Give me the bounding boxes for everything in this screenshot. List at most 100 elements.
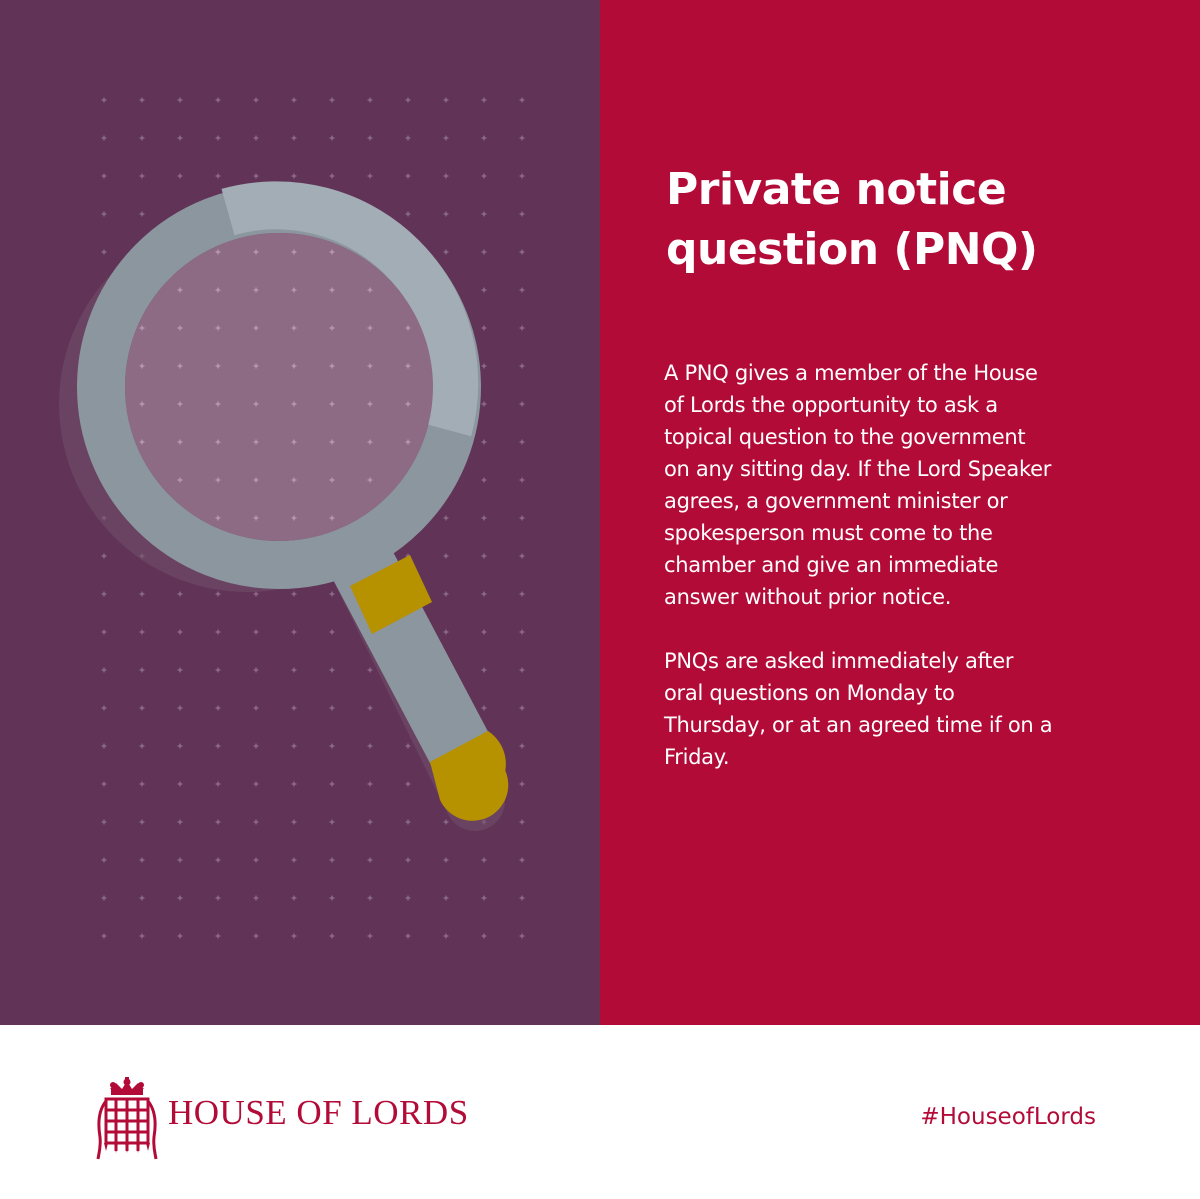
pattern-dot	[215, 591, 221, 597]
pattern-dot	[101, 629, 107, 635]
pattern-dot	[329, 819, 335, 825]
pattern-dot	[367, 781, 373, 787]
pattern-dot	[367, 97, 373, 103]
pattern-dot	[519, 363, 525, 369]
pattern-dot	[101, 781, 107, 787]
pattern-dot	[253, 97, 259, 103]
pattern-dot	[519, 705, 525, 711]
pattern-dot	[177, 743, 183, 749]
pattern-dot	[177, 97, 183, 103]
pattern-dot	[443, 211, 449, 217]
pattern-dot	[101, 249, 107, 255]
pattern-dot	[177, 173, 183, 179]
pattern-dot	[519, 629, 525, 635]
pattern-dot	[481, 211, 487, 217]
pattern-dot	[443, 249, 449, 255]
pattern-dot	[139, 819, 145, 825]
pattern-dot	[367, 135, 373, 141]
pattern-dot	[215, 97, 221, 103]
pattern-dot	[481, 591, 487, 597]
pattern-dot	[253, 933, 259, 939]
pattern-dot	[253, 667, 259, 673]
pattern-dot	[405, 933, 411, 939]
pattern-dot	[481, 857, 487, 863]
pattern-dot	[253, 173, 259, 179]
pattern-dot	[519, 515, 525, 521]
pattern-dot	[481, 325, 487, 331]
pattern-dot	[443, 857, 449, 863]
pattern-dot	[177, 819, 183, 825]
pattern-dot	[139, 895, 145, 901]
pattern-dot	[481, 401, 487, 407]
pattern-dot	[139, 591, 145, 597]
pattern-dot	[329, 933, 335, 939]
pattern-dot	[139, 857, 145, 863]
pattern-dot	[329, 629, 335, 635]
pattern-dot	[177, 705, 183, 711]
pattern-dot	[291, 705, 297, 711]
pattern-dot	[215, 667, 221, 673]
pattern-dot	[367, 667, 373, 673]
pattern-dot	[481, 895, 487, 901]
pattern-dot	[215, 629, 221, 635]
pattern-dot	[443, 173, 449, 179]
organisation-name: HOUSE OF LORDS	[168, 1091, 469, 1135]
pattern-dot	[519, 933, 525, 939]
pattern-dot	[519, 857, 525, 863]
pattern-dot	[291, 97, 297, 103]
pattern-dot	[177, 895, 183, 901]
pattern-dot	[519, 743, 525, 749]
pattern-dot	[519, 287, 525, 293]
pattern-dot	[519, 249, 525, 255]
pattern-dot	[177, 135, 183, 141]
pattern-dot	[519, 591, 525, 597]
pattern-dot	[101, 553, 107, 559]
pattern-dot	[481, 249, 487, 255]
pattern-dot	[101, 667, 107, 673]
pattern-dot	[101, 135, 107, 141]
pattern-dot	[177, 667, 183, 673]
pattern-dot	[519, 895, 525, 901]
pattern-dot	[405, 97, 411, 103]
pattern-dot	[329, 781, 335, 787]
pattern-dot	[367, 743, 373, 749]
pattern-dot	[519, 325, 525, 331]
pattern-dot	[367, 895, 373, 901]
pattern-dot	[367, 933, 373, 939]
pattern-dot	[177, 857, 183, 863]
pattern-dot	[443, 515, 449, 521]
pattern-dot	[139, 933, 145, 939]
pattern-dot	[519, 477, 525, 483]
pattern-dot	[329, 173, 335, 179]
pattern-dot	[101, 743, 107, 749]
pattern-dot	[481, 629, 487, 635]
pattern-dot	[443, 895, 449, 901]
magnifying-glass-illustration	[0, 0, 600, 1025]
pattern-dot	[177, 781, 183, 787]
portcullis-crown-icon	[96, 1077, 158, 1161]
pattern-dot	[443, 933, 449, 939]
pattern-dot	[519, 781, 525, 787]
pattern-dot	[177, 933, 183, 939]
pattern-dot	[291, 895, 297, 901]
pattern-dot	[291, 629, 297, 635]
pattern-dot	[329, 667, 335, 673]
pattern-dot	[215, 135, 221, 141]
pattern-dot	[443, 591, 449, 597]
description-paragraph: PNQs are asked immediately after oral qu…	[664, 645, 1180, 773]
pattern-dot	[253, 705, 259, 711]
pattern-dot	[177, 629, 183, 635]
pattern-dot	[139, 667, 145, 673]
pattern-dot	[291, 591, 297, 597]
pattern-dot	[481, 135, 487, 141]
pattern-dot	[481, 705, 487, 711]
pattern-dot	[405, 819, 411, 825]
pattern-dot	[481, 515, 487, 521]
pattern-dot	[253, 135, 259, 141]
pattern-dot	[215, 895, 221, 901]
pattern-dot	[139, 97, 145, 103]
pattern-dot	[519, 553, 525, 559]
pattern-dot	[405, 781, 411, 787]
pattern-dot	[101, 857, 107, 863]
pattern-dot	[215, 819, 221, 825]
